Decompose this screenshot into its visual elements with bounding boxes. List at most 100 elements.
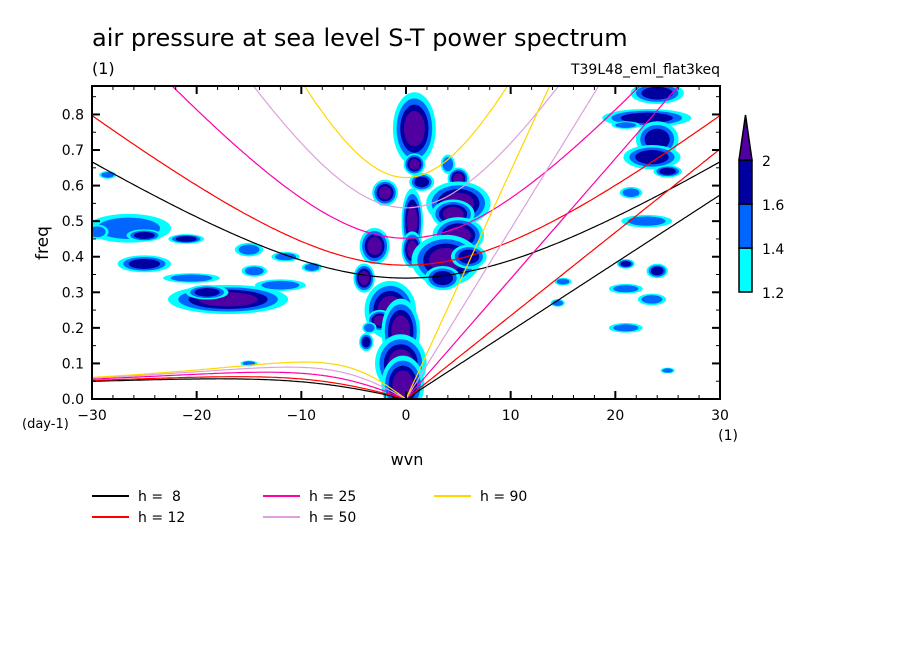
y-tick-label: 0.1	[62, 356, 84, 372]
contour-region	[623, 145, 681, 170]
contour-level-2	[641, 295, 663, 304]
contour-region	[550, 299, 565, 307]
contour-level-2	[275, 253, 297, 261]
contour-region	[602, 108, 692, 128]
contour-region	[163, 273, 220, 283]
contour-region	[637, 293, 667, 306]
contour-level-4	[409, 158, 420, 170]
contour-region	[660, 367, 675, 374]
contour-region	[359, 333, 374, 352]
x-tick-labels: −30 −20 −10 0 10 20 30	[77, 408, 729, 424]
contour-level-3	[175, 236, 197, 242]
legend-label: h = 50	[309, 510, 356, 526]
contour-region	[241, 265, 267, 277]
legend-label: h = 25	[309, 489, 356, 505]
colorbar-segment	[738, 159, 753, 205]
contour-level-3	[659, 167, 677, 175]
kelvin-wave-curve	[405, 86, 600, 399]
contour-level-2	[613, 324, 639, 332]
contour-region	[168, 234, 204, 244]
colorbar-segment	[738, 247, 753, 293]
contour-level-2	[662, 368, 673, 373]
contour-level-2	[613, 285, 639, 293]
x-tick-label: −20	[182, 408, 212, 424]
dispersion-curve-layer	[92, 86, 720, 399]
units-label: (1)	[92, 59, 115, 78]
y-tick-label: 0.0	[62, 392, 84, 408]
contour-region	[616, 259, 635, 269]
contour-level-3	[644, 128, 670, 151]
contour-level-2	[442, 157, 454, 172]
contour-level-4	[358, 270, 370, 286]
contour-region	[554, 277, 572, 286]
y-tick-label: 0.3	[62, 285, 84, 301]
y-tick-label: 0.6	[62, 179, 84, 195]
y-tick-label: 0.5	[62, 214, 84, 230]
colorbar-label: 1.4	[762, 242, 784, 258]
contour-level-2	[101, 172, 114, 178]
inertio-gravity-wave-curve	[252, 86, 560, 209]
colorbar-extend-triangle	[738, 114, 753, 161]
contour-region	[234, 242, 264, 257]
dispersion-curves-h90	[92, 86, 551, 399]
contour-region	[611, 121, 640, 129]
contour-region	[403, 153, 426, 176]
contour-region	[126, 229, 163, 242]
x-axis-label: wvn	[391, 450, 424, 469]
x-tick-label: 20	[606, 408, 624, 424]
dispersion-curves-h25	[92, 86, 680, 399]
contour-region	[185, 285, 229, 300]
x-tick-label: −10	[287, 408, 317, 424]
legend-item: h = 8	[92, 489, 181, 505]
colorbar: 1.2 1.4 1.6 2	[738, 114, 784, 302]
contour-level-3	[128, 258, 161, 269]
axis-ticks	[91, 86, 721, 400]
x-tick-label: −30	[77, 408, 107, 424]
legend-item: h = 12	[92, 510, 185, 526]
y-tick-label: 0.8	[62, 107, 84, 123]
contour-level-4	[367, 237, 382, 255]
legend-item: h = 90	[434, 489, 527, 505]
inertio-gravity-wave-curve	[171, 86, 641, 239]
contour-region	[392, 92, 436, 166]
contour-level-3	[635, 150, 669, 165]
rossby-wave-curve	[92, 361, 407, 399]
y-axis-label: freq	[33, 226, 53, 260]
contour-level-4	[378, 186, 392, 200]
x-units-label: (1)	[718, 428, 738, 444]
contour-level-2	[244, 266, 264, 276]
x-tick-label: 30	[711, 408, 729, 424]
contour-level-2	[304, 263, 320, 271]
contour-level-3	[620, 260, 632, 267]
contour-region	[608, 283, 643, 294]
contour-level-3	[362, 336, 371, 348]
colorbar-segment	[738, 203, 753, 249]
y-units-label: (day-1)	[22, 417, 69, 432]
contour-region	[92, 224, 109, 240]
contour-level-3	[641, 86, 673, 100]
rossby-wave-curve	[92, 378, 407, 399]
y-tick-label: 0.4	[62, 250, 84, 266]
contour-region	[646, 263, 668, 279]
kelvin-wave-curve	[405, 86, 551, 399]
chart-title: air pressure at sea level S-T power spec…	[92, 24, 628, 52]
legend-label: h = 8	[138, 489, 181, 505]
legend-item: h = 25	[263, 489, 356, 505]
contour-level-2	[615, 122, 637, 128]
dispersion-curves-h8	[92, 161, 720, 399]
contour-region	[409, 172, 435, 192]
legend-item: h = 50	[263, 510, 356, 526]
contour-level-2	[364, 323, 375, 333]
contour-region	[362, 322, 377, 334]
contour-level-2	[627, 216, 666, 226]
contour-region	[401, 231, 424, 268]
contour-region	[359, 227, 390, 265]
contour-region	[440, 154, 455, 174]
x-tick-label: 0	[402, 408, 411, 424]
inertio-gravity-wave-curve	[92, 161, 720, 279]
inertio-gravity-wave-curve	[303, 86, 509, 179]
rossby-wave-curve	[92, 376, 407, 399]
y-tick-labels: 0.0 0.1 0.2 0.3 0.4 0.5 0.6 0.7 0.8	[62, 107, 84, 408]
contour-level-3	[133, 231, 155, 239]
kelvin-wave-curve	[405, 148, 720, 399]
